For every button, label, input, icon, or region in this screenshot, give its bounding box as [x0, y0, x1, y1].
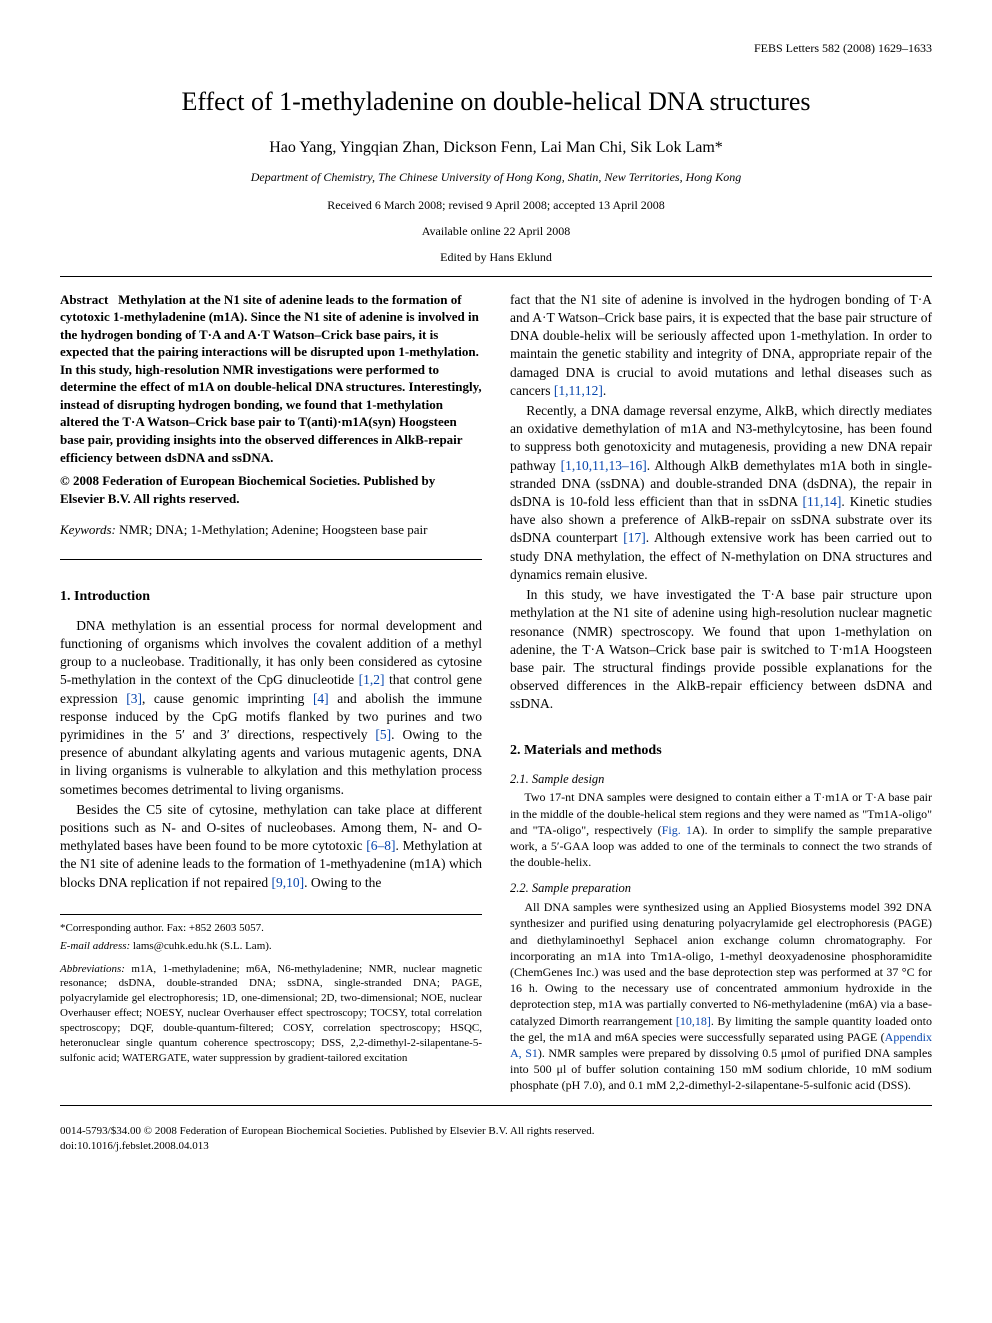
abbrev-text: m1A, 1-methyladenine; m6A, N6-methyladen…	[60, 963, 482, 1064]
citation-link[interactable]: [3]	[126, 691, 142, 706]
available-online: Available online 22 April 2008	[60, 223, 932, 239]
sub22-a: All DNA samples were synthesized using a…	[510, 900, 932, 1027]
email-line: E-mail address: lams@cuhk.edu.hk (S.L. L…	[60, 939, 482, 954]
keywords-label: Keywords:	[60, 522, 116, 537]
subsection-2-1-heading: 2.1. Sample design	[510, 771, 932, 788]
col2-p1b: .	[603, 383, 606, 398]
footer-copyright: 0014-5793/$34.00 © 2008 Federation of Eu…	[60, 1124, 932, 1139]
divider-keywords	[60, 559, 482, 560]
keywords-block: Keywords: NMR; DNA; 1-Methylation; Adeni…	[60, 521, 482, 539]
col2-paragraph-3: In this study, we have investigated the …	[510, 586, 932, 714]
citation-link[interactable]: [5]	[375, 727, 391, 742]
abbrev-label: Abbreviations:	[60, 963, 125, 975]
intro-paragraph-2: Besides the C5 site of cytosine, methyla…	[60, 801, 482, 892]
abstract-text: Methylation at the N1 site of adenine le…	[60, 292, 482, 465]
journal-header: FEBS Letters 582 (2008) 1629–1633	[60, 40, 932, 56]
received-dates: Received 6 March 2008; revised 9 April 2…	[60, 197, 932, 213]
corresponding-author: *Corresponding author. Fax: +852 2603 50…	[60, 921, 482, 936]
two-column-layout: Abstract Methylation at the N1 site of a…	[60, 291, 932, 1096]
footer-doi: doi:10.1016/j.febslet.2008.04.013	[60, 1139, 932, 1154]
subsection-2-2-heading: 2.2. Sample preparation	[510, 880, 932, 897]
intro-p1c: , cause genomic imprinting	[142, 691, 313, 706]
divider-top	[60, 276, 932, 277]
figure-link[interactable]: Fig. 1	[662, 823, 692, 837]
abbreviations: Abbreviations: m1A, 1-methyladenine; m6A…	[60, 962, 482, 1066]
abstract-label: Abstract	[60, 292, 108, 307]
abstract-copyright: © 2008 Federation of European Biochemica…	[60, 473, 435, 506]
col2-paragraph-2: Recently, a DNA damage reversal enzyme, …	[510, 402, 932, 584]
abstract-block: Abstract Methylation at the N1 site of a…	[60, 291, 482, 508]
sample-design-paragraph: Two 17-nt DNA samples were designed to c…	[510, 789, 932, 870]
authors-line: Hao Yang, Yingqian Zhan, Dickson Fenn, L…	[60, 137, 932, 159]
sample-prep-paragraph: All DNA samples were synthesized using a…	[510, 899, 932, 1093]
section-2-heading: 2. Materials and methods	[510, 742, 932, 761]
section-1-heading: 1. Introduction	[60, 588, 482, 607]
right-column: fact that the N1 site of adenine is invo…	[510, 291, 932, 1096]
citation-link[interactable]: [9,10]	[271, 875, 304, 890]
affiliation: Department of Chemistry, The Chinese Uni…	[60, 169, 932, 185]
email-address[interactable]: lams@cuhk.edu.hk (S.L. Lam).	[133, 940, 272, 952]
footer-block: 0014-5793/$34.00 © 2008 Federation of Eu…	[60, 1124, 932, 1154]
citation-link[interactable]: [17]	[623, 530, 646, 545]
divider-footer	[60, 1105, 932, 1106]
footnotes-block: *Corresponding author. Fax: +852 2603 50…	[60, 914, 482, 1066]
citation-link[interactable]: [4]	[313, 691, 329, 706]
citation-link[interactable]: [1,11,12]	[554, 383, 603, 398]
citation-link[interactable]: [1,2]	[359, 672, 385, 687]
email-label: E-mail address:	[60, 940, 130, 952]
intro-paragraph-1: DNA methylation is an essential process …	[60, 617, 482, 799]
citation-link[interactable]: [1,10,11,13–16]	[561, 458, 647, 473]
intro-p2c: . Owing to the	[304, 875, 381, 890]
article-title: Effect of 1-methyladenine on double-heli…	[60, 84, 932, 119]
keywords-text: NMR; DNA; 1-Methylation; Adenine; Hoogst…	[119, 522, 427, 537]
citation-link[interactable]: [10,18]	[676, 1014, 711, 1028]
edited-by: Edited by Hans Eklund	[60, 249, 932, 265]
citation-link[interactable]: [6–8]	[366, 838, 395, 853]
sub22-c: ). NMR samples were prepared by dissolvi…	[510, 1046, 932, 1092]
col2-paragraph-1: fact that the N1 site of adenine is invo…	[510, 291, 932, 400]
citation-link[interactable]: [11,14]	[802, 494, 841, 509]
left-column: Abstract Methylation at the N1 site of a…	[60, 291, 482, 1096]
